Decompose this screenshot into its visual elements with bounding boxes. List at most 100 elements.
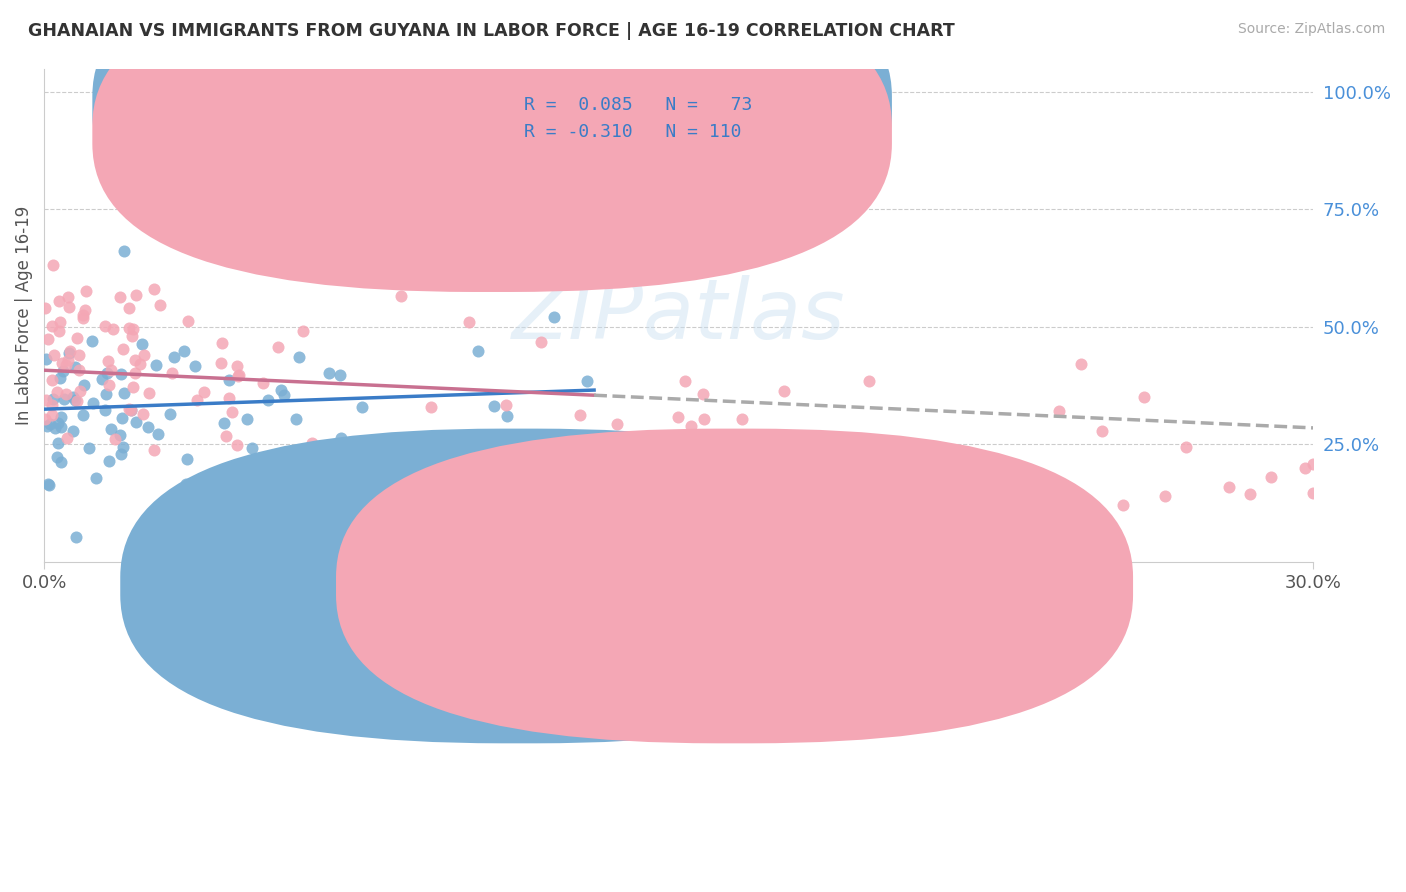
Point [530, 335, 553, 350]
Point [218, 392, 240, 406]
Point [62, 390, 84, 404]
Point [45, 384, 67, 399]
Point [94, 402, 117, 417]
Point [42, 392, 65, 406]
Point [51, 409, 73, 424]
Point [236, 412, 259, 426]
Point [100, 422, 122, 436]
Point [125, 288, 148, 302]
Point [122, 321, 145, 335]
Point [94, 318, 117, 333]
Point [55, 358, 77, 372]
Point [66, 331, 89, 345]
Point [1175, 440, 1198, 454]
Point [73, 377, 96, 392]
Point [1302, 486, 1324, 500]
Point [773, 384, 796, 398]
Point [72, 308, 94, 322]
Point [495, 398, 517, 412]
Point [128, 357, 150, 371]
Point [288, 350, 311, 364]
Point [110, 367, 132, 381]
Point [45, 450, 67, 464]
Point [329, 431, 352, 445]
Point [146, 427, 169, 442]
Point [209, 356, 232, 370]
Point [98, 454, 121, 468]
Point [67, 363, 90, 377]
Point [34, 392, 56, 407]
Point [202, 169, 225, 184]
Point [329, 368, 352, 382]
Point [1260, 470, 1282, 484]
Point [224, 491, 246, 505]
Point [67, 348, 90, 362]
Point [63, 393, 86, 408]
Point [125, 416, 148, 430]
Point [136, 420, 159, 434]
Point [44, 421, 66, 435]
Point [142, 443, 165, 458]
Point [193, 385, 215, 400]
Point [273, 387, 295, 401]
Text: Ghanaians: Ghanaians [548, 577, 644, 596]
FancyBboxPatch shape [121, 429, 917, 743]
Point [38, 478, 60, 492]
Point [773, 501, 796, 516]
Point [91, 372, 114, 386]
Point [215, 428, 238, 442]
Text: Source: ZipAtlas.com: Source: ZipAtlas.com [1237, 22, 1385, 37]
Point [1091, 424, 1114, 438]
Point [41, 318, 63, 333]
Point [41, 398, 63, 412]
Point [339, 440, 361, 454]
Point [350, 400, 373, 414]
Point [65, 530, 87, 544]
Point [174, 477, 197, 491]
Text: R = -0.310   N = 110: R = -0.310 N = 110 [524, 123, 741, 141]
Point [72, 408, 94, 422]
Point [344, 469, 367, 483]
Point [569, 409, 592, 423]
Point [55, 386, 77, 401]
Point [108, 290, 131, 304]
Point [62, 425, 84, 439]
Point [292, 324, 315, 338]
Point [48, 293, 70, 308]
FancyBboxPatch shape [93, 0, 891, 292]
Point [1218, 480, 1240, 494]
Y-axis label: In Labor Force | Age 16-19: In Labor Force | Age 16-19 [15, 205, 32, 425]
Point [693, 412, 716, 426]
Point [1112, 499, 1135, 513]
Point [270, 383, 292, 397]
Point [679, 418, 702, 433]
Point [49, 371, 72, 385]
Point [56, 290, 79, 304]
Point [212, 417, 235, 431]
Point [77, 441, 100, 455]
Point [149, 298, 172, 312]
Point [1005, 467, 1028, 482]
Point [389, 289, 412, 303]
Point [1154, 489, 1177, 503]
Point [284, 411, 307, 425]
Point [131, 337, 153, 351]
FancyBboxPatch shape [93, 0, 891, 262]
Point [252, 376, 274, 390]
Point [34, 301, 56, 315]
Point [576, 374, 599, 388]
Point [163, 351, 186, 365]
Point [176, 452, 198, 467]
Point [963, 452, 986, 467]
Text: GHANAIAN VS IMMIGRANTS FROM GUYANA IN LABOR FORCE | AGE 16-19 CORRELATION CHART: GHANAIAN VS IMMIGRANTS FROM GUYANA IN LA… [28, 22, 955, 40]
Point [686, 434, 709, 448]
Point [1070, 357, 1092, 371]
Point [37, 477, 59, 491]
Point [1049, 404, 1071, 418]
Point [731, 412, 754, 426]
Point [457, 315, 479, 329]
Point [111, 342, 134, 356]
Point [80, 334, 103, 348]
Point [69, 384, 91, 398]
Point [72, 310, 94, 325]
